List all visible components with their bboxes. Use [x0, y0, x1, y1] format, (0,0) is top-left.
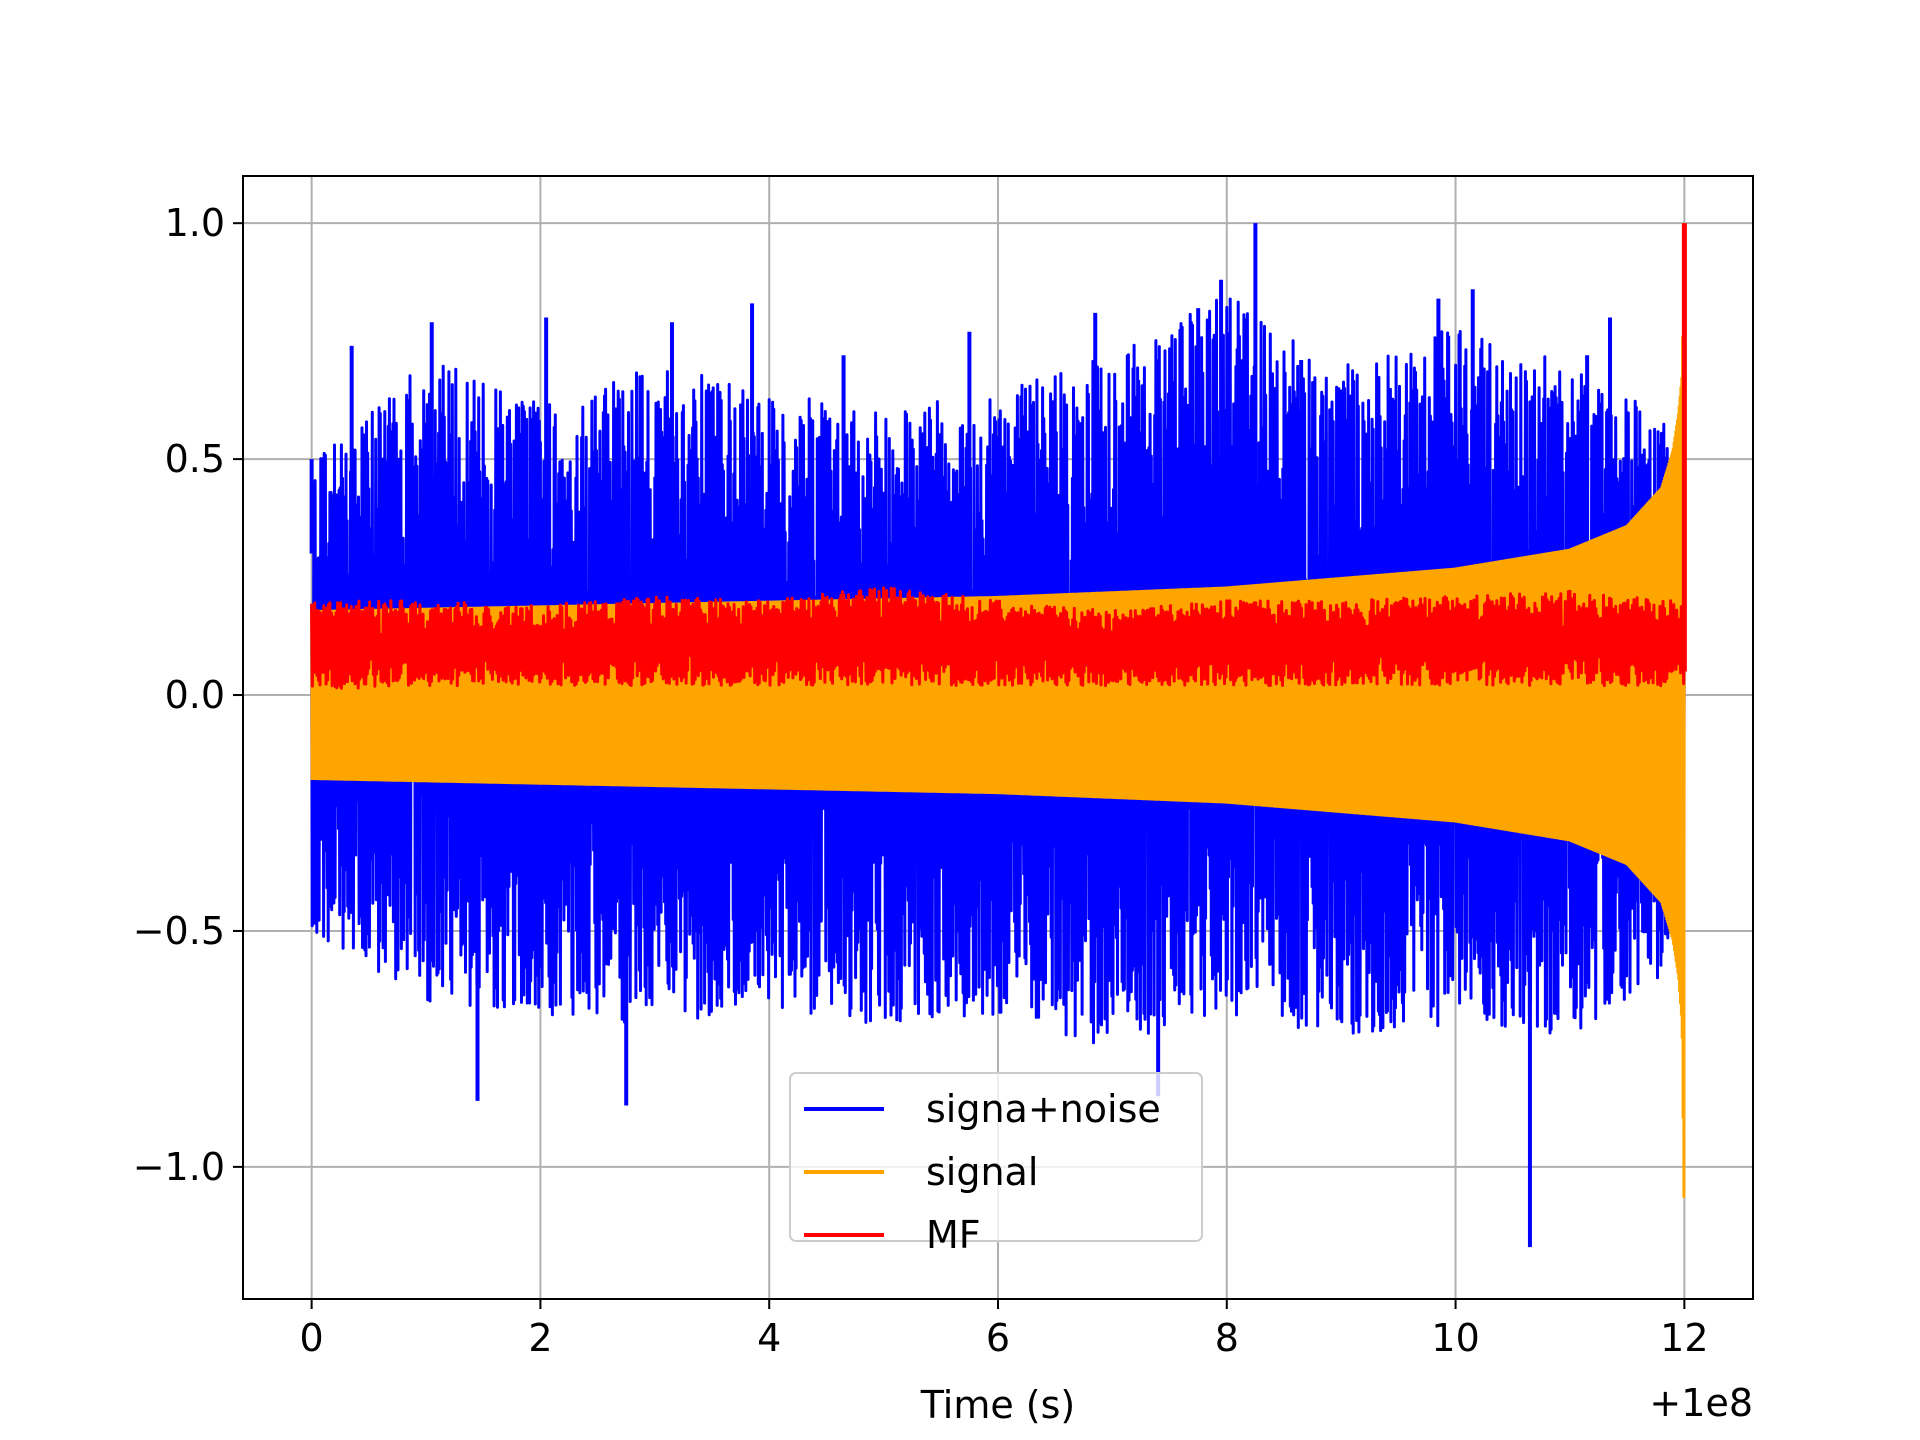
y-tick-label: 1.0	[165, 201, 225, 245]
x-axis-label: Time (s)	[920, 1383, 1076, 1427]
axis-ticks: 0 2 4 6 8 10 12 1.0 0.5 0.0 −0.5 −1.0	[133, 201, 1709, 1360]
legend-label: signal	[926, 1150, 1038, 1194]
y-tick-label: −0.5	[133, 909, 225, 953]
x-tick-label: 8	[1215, 1316, 1239, 1360]
series-signal-noise-line	[310, 297, 1686, 1045]
x-tick-label: 12	[1660, 1316, 1708, 1360]
legend: signa+noise signal MF	[789, 1072, 1203, 1257]
series-layer	[309, 223, 1687, 1248]
legend-box	[789, 1072, 1203, 1242]
x-tick-label: 4	[757, 1316, 781, 1360]
y-tick-label: −1.0	[133, 1145, 225, 1189]
legend-label: MF	[926, 1213, 981, 1257]
x-tick-label: 6	[986, 1316, 1010, 1360]
x-tick-label: 2	[528, 1316, 552, 1360]
x-tick-label: 10	[1431, 1316, 1479, 1360]
series-signal-line	[310, 223, 1686, 1198]
series-mf-line	[310, 586, 1686, 690]
y-tick-label: 0.0	[165, 673, 225, 717]
x-tick-label: 0	[300, 1316, 324, 1360]
y-tick-label: 0.5	[165, 437, 225, 481]
legend-label: signa+noise	[926, 1087, 1161, 1131]
x-offset-label: +1e8	[1649, 1381, 1753, 1425]
